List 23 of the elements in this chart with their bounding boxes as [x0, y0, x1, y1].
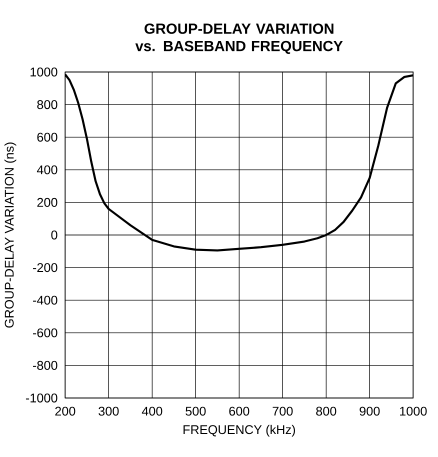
x-tick-label: 900	[360, 406, 380, 416]
y-tick-label: -200	[32, 263, 58, 272]
y-tick-label: -1000	[26, 394, 58, 402]
y-tick-label: 400	[36, 165, 58, 174]
x-tick-label: 500	[186, 406, 206, 416]
y-tick-label: -600	[32, 328, 58, 338]
y-tick-label: -400	[32, 296, 58, 305]
x-tick-label: 1000	[400, 406, 427, 416]
y-tick-label: -800	[32, 360, 58, 370]
y-tick-label: 800	[37, 100, 58, 110]
x-tick-label: 400	[142, 406, 162, 416]
x-tick-label: 700	[272, 406, 293, 416]
y-tick-label: 1000	[30, 68, 58, 76]
y-tick-label: 600	[37, 132, 58, 142]
chart-title: GROUP-DELAY VARIATION vs. BASEBAND FREQUENCY	[135, 24, 343, 54]
y-tick-label: 0	[51, 230, 58, 240]
x-tick-label: 800	[316, 406, 336, 416]
x-tick-label: 200	[55, 406, 76, 416]
y-axis-title: GROUP-DELAY VARIATION (ns)	[4, 142, 16, 328]
x-axis-title: FREQUENCY (kHz)	[183, 424, 295, 437]
x-tick-label: 300	[98, 406, 119, 416]
x-tick-label: 600	[229, 406, 250, 416]
y-tick-label: 200	[37, 198, 58, 207]
